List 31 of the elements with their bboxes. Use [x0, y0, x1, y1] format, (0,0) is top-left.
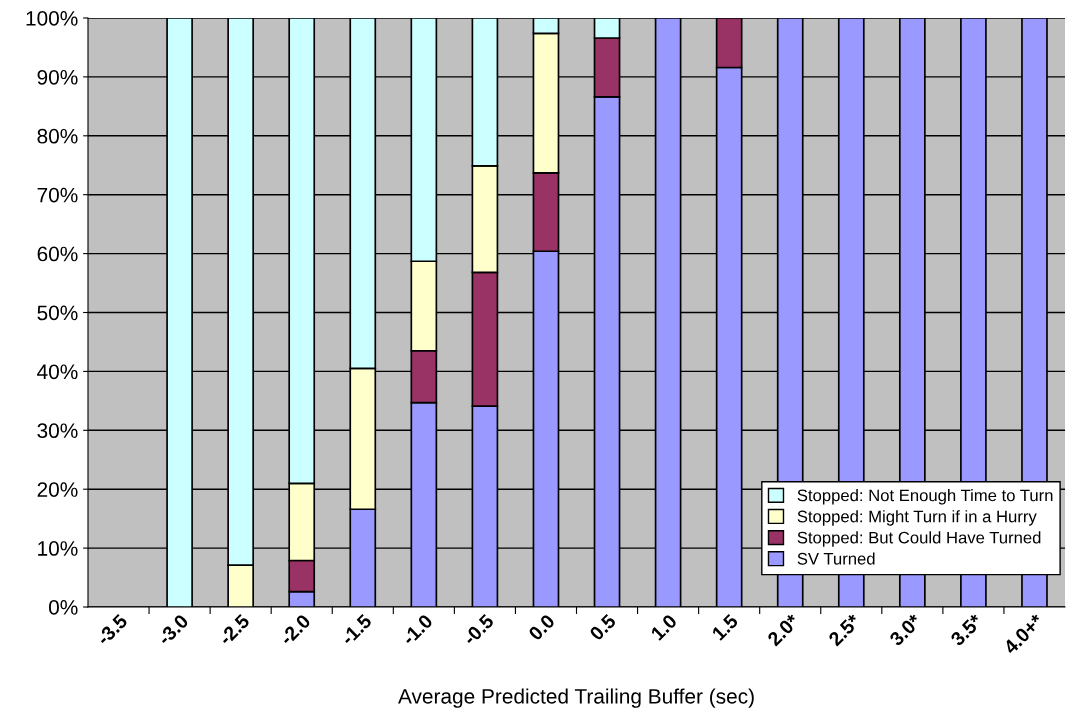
y-tick-label: 40% [37, 364, 78, 380]
y-tick-label: 50% [37, 305, 78, 321]
y-tick-label: 0% [48, 600, 78, 615]
x-tick-label: 1.0 [650, 613, 678, 641]
legend-label: Stopped: Might Turn if in a Hurry [797, 510, 1037, 526]
legend-label: Stopped: Not Enough Time to Turn [797, 489, 1053, 505]
y-tick-label: 100% [26, 11, 78, 26]
legend-label: SV Turned [797, 552, 875, 565]
y-tick-label: 30% [37, 423, 78, 439]
x-tick-label: 2.0* [766, 612, 801, 647]
y-tick-label: 60% [37, 246, 78, 262]
x-tick-label: -3.0 [156, 613, 190, 646]
x-tick-label: 2.5* [827, 612, 862, 647]
x-axis-title: Average Predicted Trailing Buffer (sec) [398, 688, 754, 708]
x-tick-label: -3.5 [95, 613, 129, 646]
x-tick-label: 0.5 [588, 613, 617, 642]
x-tick-label: 0.0 [527, 613, 556, 642]
x-tick-label: 3.0* [888, 612, 923, 647]
y-tick-label: 80% [37, 128, 78, 144]
x-tick-label: -2.0 [278, 613, 312, 646]
x-tick-label: 3.5* [949, 612, 984, 647]
y-tick-label: 70% [37, 187, 78, 203]
x-tick-label: -0.5 [462, 613, 495, 646]
y-tick-label: 90% [37, 69, 78, 85]
x-tick-label: 1.5 [711, 613, 739, 641]
x-tick-label: -2.5 [217, 613, 251, 646]
y-tick-label: 20% [37, 482, 78, 497]
legend-label: Stopped: But Could Have Turned [797, 531, 1041, 547]
y-tick-label: 10% [38, 541, 78, 556]
x-tick-label: -1.0 [401, 613, 434, 646]
x-tick-label: -1.5 [340, 613, 373, 646]
